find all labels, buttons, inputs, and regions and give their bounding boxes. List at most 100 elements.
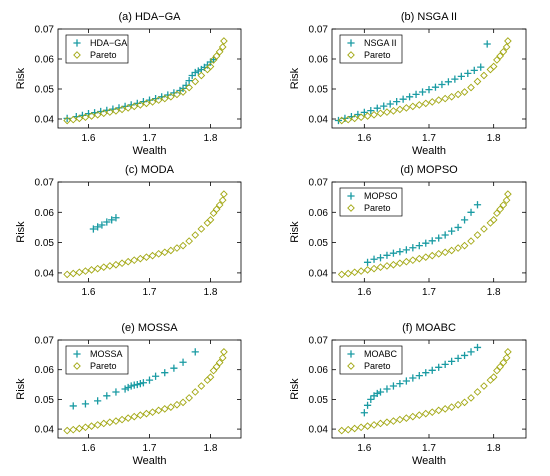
diamond-point — [493, 209, 501, 218]
legend-diamond-marker — [347, 204, 355, 212]
legend-label: MOPSO — [364, 191, 398, 201]
diamond-point — [408, 412, 417, 421]
diamond-point — [389, 417, 398, 425]
diamond-point — [489, 216, 498, 224]
diamond-point — [434, 96, 443, 104]
y-tick-label: 0.04 — [35, 115, 55, 126]
pareto-series — [337, 190, 512, 279]
diamond-point — [396, 105, 404, 114]
diamond-point — [81, 267, 90, 275]
plus-point — [152, 372, 160, 380]
plus-point — [161, 369, 169, 377]
y-tick-label: 0.06 — [35, 208, 55, 219]
method-series — [334, 40, 491, 125]
pareto-series — [63, 190, 228, 279]
legend-diamond-marker — [73, 51, 81, 59]
diamond-point — [106, 418, 114, 427]
method-series — [63, 56, 218, 122]
plus-point — [457, 72, 465, 80]
method-series — [363, 201, 482, 266]
plus-point — [470, 66, 478, 74]
diamond-point — [118, 259, 126, 268]
plus-point — [139, 379, 147, 387]
diamond-point — [93, 110, 102, 119]
subplot-2: (b) NSGA II 1.6 1.7 1.8 0.04 0.05 0.06 0.07 Weal… — [289, 11, 527, 157]
plus-point — [396, 248, 404, 256]
subplot-title: (b) NSGA II — [401, 11, 457, 23]
plus-point — [360, 108, 368, 116]
diamond-point — [160, 94, 169, 103]
plus-point — [376, 388, 385, 396]
diamond-point — [499, 358, 508, 367]
legend-label: HDA−GA — [90, 38, 127, 48]
legend-diamond-marker — [347, 362, 355, 370]
diamond-point — [454, 400, 462, 409]
y-axis-label: Risk — [289, 67, 301, 89]
diamond-point — [206, 62, 215, 71]
pareto-series — [337, 348, 512, 435]
diamond-point — [197, 225, 206, 233]
plus-point — [473, 343, 482, 352]
diamond-point — [363, 112, 372, 120]
y-tick-label: 0.07 — [309, 178, 329, 189]
y-tick-label: 0.04 — [309, 425, 329, 436]
diamond-point — [154, 406, 163, 415]
diamond-point — [212, 362, 221, 371]
diamond-point — [480, 225, 488, 233]
y-axis-label: Risk — [15, 67, 27, 89]
legend-label: Pareto — [364, 50, 391, 60]
x-axis-label: Wealth — [412, 145, 446, 157]
diamond-point — [402, 257, 411, 266]
diamond-point — [142, 253, 151, 261]
diamond-point — [167, 246, 175, 255]
legend-box — [339, 34, 403, 64]
diamond-point — [504, 190, 512, 198]
diamond-point — [130, 412, 139, 421]
y-tick-label: 0.06 — [309, 55, 329, 66]
diamond-point — [447, 92, 456, 101]
diamond-point — [69, 115, 78, 124]
x-tick-label: 1.7 — [422, 287, 436, 298]
diamond-point — [173, 400, 181, 409]
x-tick-label: 1.6 — [82, 443, 96, 454]
plus-point — [363, 258, 372, 266]
diamond-point — [197, 71, 206, 80]
diamond-point — [93, 264, 102, 273]
subplot-3: (c) MODA 1.6 1.7 1.8 0.04 0.05 0.06 0.07 Risk — [15, 164, 242, 298]
x-tick-label: 1.8 — [487, 443, 501, 454]
diamond-point — [218, 43, 227, 51]
plus-point — [435, 234, 443, 242]
y-axis-label: Risk — [15, 378, 27, 400]
plus-point — [409, 374, 417, 382]
diamond-point — [502, 43, 511, 51]
diamond-point — [203, 219, 212, 227]
y-tick-label: 0.04 — [309, 268, 329, 279]
plus-point — [373, 104, 381, 112]
plus-point — [383, 251, 391, 259]
diamond-point — [220, 37, 228, 45]
legend: MOPSO Pareto — [339, 187, 403, 217]
y-tick-label: 0.05 — [35, 238, 55, 249]
legend-label: MOSSA — [90, 349, 123, 359]
diamond-point — [212, 205, 221, 214]
legend-diamond-marker — [347, 51, 355, 59]
x-tick-label: 1.8 — [204, 133, 218, 144]
method-series — [360, 343, 482, 417]
diamond-point — [215, 47, 224, 56]
diamond-point — [173, 90, 181, 99]
diamond-point — [473, 77, 482, 86]
diamond-point — [344, 425, 353, 434]
diamond-point — [124, 104, 132, 112]
diamond-point — [220, 190, 228, 198]
diamond-point — [415, 101, 424, 109]
plus-point — [415, 372, 423, 380]
diamond-point — [179, 241, 187, 250]
diamond-point — [415, 411, 424, 419]
diamond-point — [160, 248, 169, 257]
y-axis-label: Risk — [289, 221, 301, 243]
x-tick-label: 1.7 — [143, 287, 157, 298]
x-tick-label: 1.7 — [422, 443, 436, 454]
x-tick-label: 1.6 — [357, 443, 371, 454]
diamond-point — [454, 244, 462, 252]
diamond-point — [350, 114, 359, 123]
